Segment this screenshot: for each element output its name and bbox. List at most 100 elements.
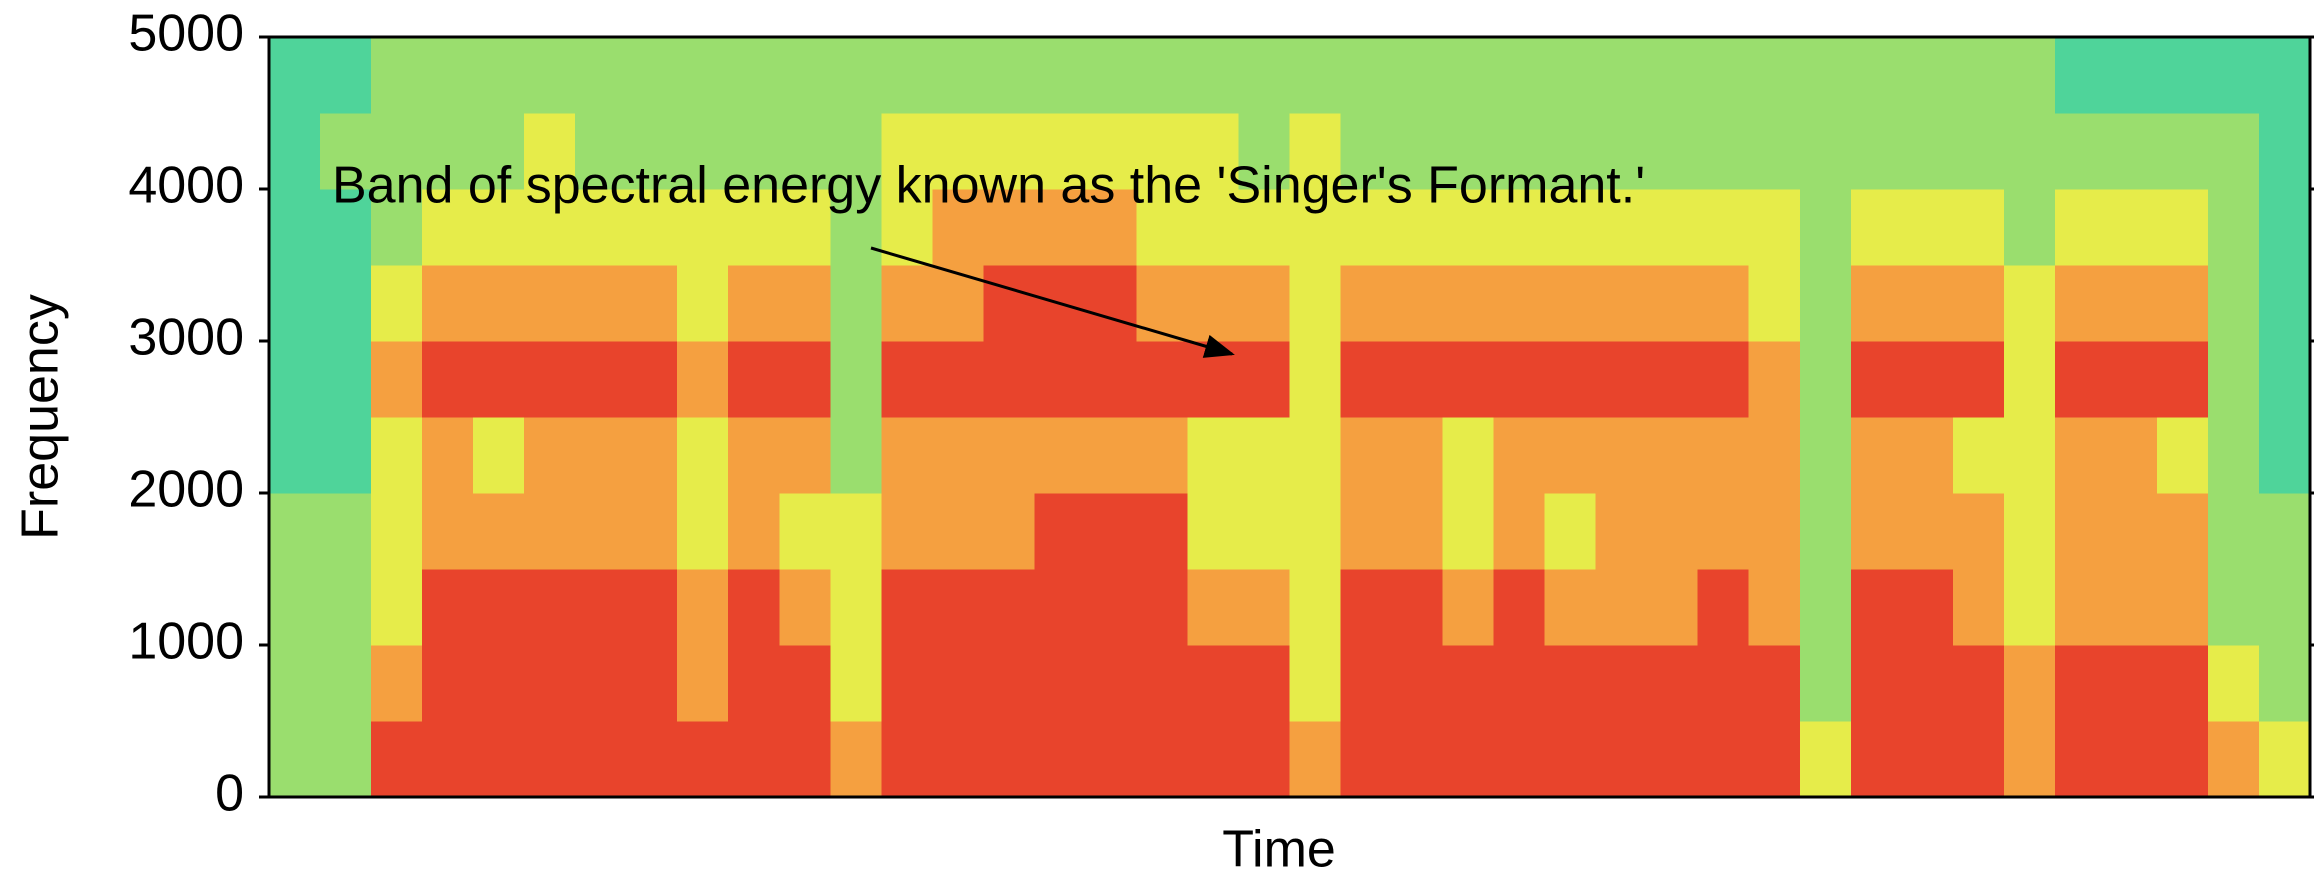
cell (2003, 569, 2056, 646)
cell (1748, 645, 1801, 722)
cell (2207, 189, 2260, 266)
cell (1697, 265, 1750, 342)
cell (1136, 189, 1189, 266)
cell (1136, 417, 1189, 494)
cell (1850, 189, 1903, 266)
cell (677, 341, 729, 418)
cell (2054, 493, 2107, 570)
cell (1187, 189, 1240, 266)
cell (1646, 37, 1699, 114)
cell (1340, 493, 1393, 570)
cell (371, 493, 423, 570)
cell (1901, 645, 1954, 722)
cell (677, 721, 729, 798)
cell (1391, 341, 1444, 418)
cell (932, 37, 984, 114)
cell (1697, 569, 1750, 646)
cell (983, 113, 1035, 190)
cell (728, 493, 780, 570)
cell (2258, 265, 2311, 342)
cell (473, 37, 525, 114)
cell (2156, 417, 2209, 494)
cell (1187, 569, 1240, 646)
cell (2003, 417, 2056, 494)
cell (1238, 189, 1291, 266)
cell (1850, 265, 1903, 342)
cell (1238, 417, 1291, 494)
y-tick-label: 0 (215, 765, 244, 823)
cell (1034, 417, 1086, 494)
y-axis-label: Frequency (12, 294, 70, 540)
cell (371, 417, 423, 494)
cell (1697, 721, 1750, 798)
cell (2207, 569, 2260, 646)
cell (626, 721, 678, 798)
cell (1442, 645, 1495, 722)
cell (1697, 493, 1750, 570)
cell (2207, 37, 2260, 114)
cell (779, 417, 831, 494)
cell (1544, 493, 1597, 570)
cell (779, 493, 831, 570)
cell (1646, 645, 1699, 722)
cell (524, 721, 576, 798)
cell (2207, 645, 2260, 722)
cell (1136, 569, 1189, 646)
cell (1442, 189, 1495, 266)
cell (1289, 113, 1342, 190)
cell (1799, 189, 1852, 266)
cell (1034, 341, 1086, 418)
cell (1901, 265, 1954, 342)
cell (371, 265, 423, 342)
y-tick-label: 3000 (128, 309, 244, 367)
cell (932, 417, 984, 494)
cell (269, 417, 321, 494)
cell (779, 569, 831, 646)
cell (932, 341, 984, 418)
cell (1085, 721, 1138, 798)
cell (1850, 37, 1903, 114)
cell (1238, 645, 1291, 722)
cell (2207, 493, 2260, 570)
cell (2258, 37, 2311, 114)
cell (779, 189, 831, 266)
cell (1493, 569, 1546, 646)
cell (1442, 721, 1495, 798)
cell (269, 189, 321, 266)
cell (422, 493, 474, 570)
cell (575, 569, 627, 646)
cell (1391, 721, 1444, 798)
cell (1391, 189, 1444, 266)
cell (932, 569, 984, 646)
cell (2105, 341, 2158, 418)
cell (1034, 493, 1086, 570)
cell (1901, 493, 1954, 570)
cell (1340, 113, 1393, 190)
cell (1034, 645, 1086, 722)
cell (932, 113, 984, 190)
cell (2003, 493, 2056, 570)
cell (473, 493, 525, 570)
cell (320, 417, 372, 494)
cell (473, 341, 525, 418)
cell (1748, 493, 1801, 570)
cell (1850, 341, 1903, 418)
cell (1289, 721, 1342, 798)
cell (728, 341, 780, 418)
cell (1493, 493, 1546, 570)
cell (2156, 493, 2209, 570)
cell (779, 113, 831, 190)
cell (2156, 37, 2209, 114)
cell (1238, 721, 1291, 798)
cell (1136, 493, 1189, 570)
cell (422, 417, 474, 494)
cell (2258, 569, 2311, 646)
cell (1340, 189, 1393, 266)
cell (1748, 265, 1801, 342)
cell (1238, 569, 1291, 646)
cell (626, 37, 678, 114)
cell (2054, 341, 2107, 418)
cell (575, 493, 627, 570)
cell (1085, 37, 1138, 114)
cell (1085, 493, 1138, 570)
